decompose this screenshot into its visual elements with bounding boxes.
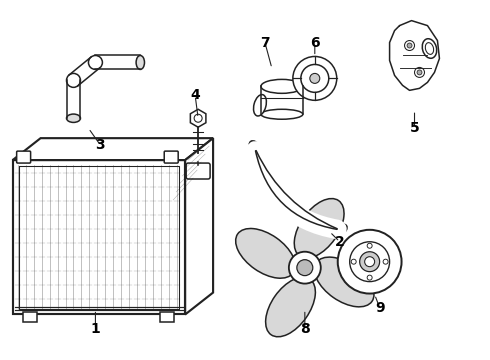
Bar [160, 312, 174, 323]
Polygon shape [96, 55, 140, 69]
Ellipse shape [266, 277, 316, 337]
Ellipse shape [136, 55, 145, 69]
Circle shape [415, 67, 424, 77]
Text: 3: 3 [96, 138, 105, 152]
Polygon shape [13, 160, 185, 315]
Polygon shape [13, 138, 213, 160]
Circle shape [297, 260, 313, 276]
Circle shape [310, 73, 320, 84]
Text: 5: 5 [410, 121, 419, 135]
Ellipse shape [253, 95, 267, 116]
FancyBboxPatch shape [164, 151, 178, 163]
Circle shape [360, 252, 380, 272]
Polygon shape [185, 138, 213, 315]
Ellipse shape [261, 109, 303, 119]
Circle shape [301, 64, 329, 92]
Text: 2: 2 [335, 235, 344, 249]
Circle shape [289, 252, 321, 284]
Text: 8: 8 [300, 323, 310, 337]
Ellipse shape [236, 229, 295, 278]
Ellipse shape [332, 224, 347, 236]
Circle shape [367, 243, 372, 248]
Circle shape [67, 73, 80, 87]
Ellipse shape [249, 141, 261, 156]
Ellipse shape [294, 199, 344, 258]
Circle shape [407, 43, 412, 48]
Circle shape [351, 259, 356, 264]
Text: 6: 6 [310, 36, 319, 50]
Circle shape [367, 275, 372, 280]
Circle shape [194, 114, 202, 122]
FancyBboxPatch shape [186, 163, 210, 179]
Bar [23, 312, 37, 323]
Circle shape [417, 70, 422, 75]
Circle shape [350, 242, 390, 282]
Circle shape [405, 41, 415, 50]
FancyBboxPatch shape [17, 151, 30, 163]
Circle shape [338, 230, 401, 293]
Polygon shape [69, 57, 100, 86]
Circle shape [365, 257, 375, 267]
Text: 9: 9 [375, 301, 385, 315]
Ellipse shape [425, 42, 434, 54]
Text: 7: 7 [260, 36, 270, 50]
Ellipse shape [261, 80, 303, 93]
Circle shape [89, 55, 102, 69]
Polygon shape [67, 80, 80, 118]
Circle shape [383, 259, 388, 264]
Polygon shape [190, 109, 206, 127]
Ellipse shape [422, 39, 437, 58]
Text: 1: 1 [91, 323, 100, 337]
Text: 4: 4 [190, 88, 200, 102]
Circle shape [293, 57, 337, 100]
Ellipse shape [315, 257, 374, 307]
Ellipse shape [67, 114, 80, 122]
